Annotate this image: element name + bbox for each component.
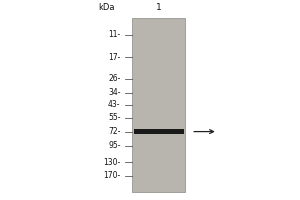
Text: 1: 1 — [156, 3, 162, 12]
Text: 43-: 43- — [108, 100, 121, 109]
Text: 130-: 130- — [103, 158, 121, 167]
Text: 170-: 170- — [103, 171, 121, 180]
Text: 95-: 95- — [108, 141, 121, 150]
Text: 34-: 34- — [108, 88, 121, 97]
Text: 17-: 17- — [108, 53, 121, 62]
Bar — [134, 129, 184, 134]
Text: 11-: 11- — [108, 30, 121, 39]
Text: 55-: 55- — [108, 113, 121, 122]
Text: 72-: 72- — [108, 127, 121, 136]
Bar — [132, 18, 185, 192]
Text: 26-: 26- — [108, 74, 121, 83]
Text: kDa: kDa — [98, 3, 115, 12]
